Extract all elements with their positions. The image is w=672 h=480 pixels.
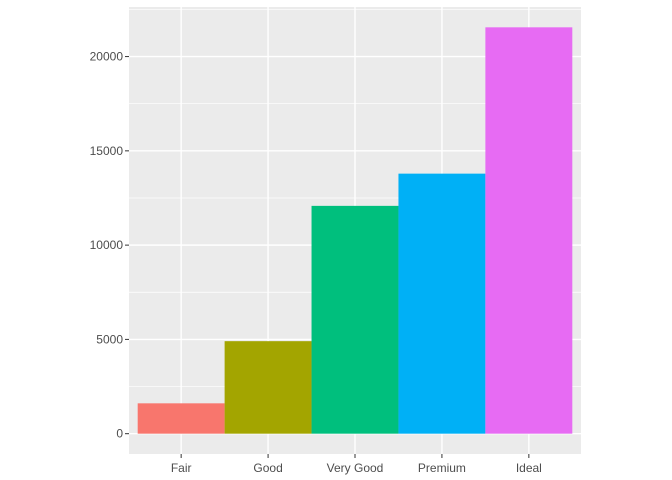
bar-premium bbox=[398, 173, 486, 434]
x-tick-label: Ideal bbox=[516, 461, 542, 475]
bar-good bbox=[224, 341, 312, 434]
x-tick-label: Fair bbox=[171, 461, 192, 475]
x-tick-label: Very Good bbox=[327, 461, 384, 475]
y-tick-label: 10000 bbox=[90, 238, 124, 252]
y-tick-label: 0 bbox=[116, 427, 123, 441]
y-tick-label: 5000 bbox=[96, 332, 123, 346]
y-tick-label: 20000 bbox=[90, 50, 124, 64]
bar-ideal bbox=[485, 27, 573, 434]
x-axis: Fair Good Very Good Premium Ideal bbox=[171, 454, 542, 475]
y-tick-label: 15000 bbox=[90, 144, 124, 158]
bar-fair bbox=[137, 403, 225, 434]
x-tick-label: Good bbox=[253, 461, 282, 475]
x-tick-label: Premium bbox=[418, 461, 466, 475]
bar-very-good bbox=[311, 205, 399, 434]
bars bbox=[137, 27, 573, 434]
y-axis: 0 5000 10000 15000 20000 bbox=[90, 50, 129, 441]
